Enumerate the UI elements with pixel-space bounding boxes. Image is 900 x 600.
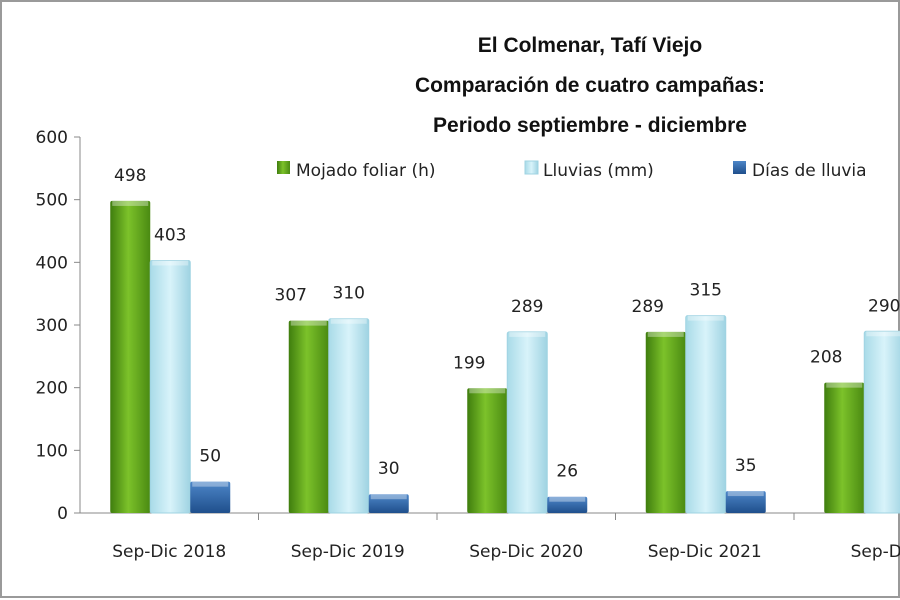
- bar-lluvias: [149, 259, 191, 514]
- data-label: 289: [511, 297, 543, 317]
- legend-swatch-mojado: [277, 161, 290, 174]
- bar-highlight: [330, 318, 367, 324]
- bar-highlight: [866, 331, 900, 337]
- bar-mojado: [288, 320, 329, 513]
- data-label: 289: [632, 297, 664, 317]
- y-tick-label: 300: [36, 316, 68, 336]
- bar-lluvias: [506, 331, 548, 514]
- y-tick-label: 100: [36, 441, 68, 461]
- bar-highlight: [647, 331, 684, 337]
- title-line-3: Periodo septiembre - diciembre: [433, 114, 747, 137]
- legend: Mojado foliar (h) Lluvias (mm) Días de l…: [277, 160, 867, 181]
- data-label: 50: [199, 447, 221, 467]
- data-label: 30: [378, 459, 400, 479]
- data-label: 310: [333, 284, 365, 304]
- bar-mojado: [645, 331, 686, 513]
- title-line-1: El Colmenar, Tafí Viejo: [478, 34, 702, 57]
- y-tick-label: 0: [57, 504, 68, 524]
- bar-mojado: [110, 200, 151, 514]
- data-label: 290: [868, 296, 900, 316]
- y-tick-label: 600: [36, 128, 68, 148]
- bar-lluvias: [863, 330, 900, 514]
- title-line-2: Comparación de cuatro campañas:: [415, 74, 765, 97]
- x-tick-label: Sep-Dic: [851, 542, 900, 562]
- bar-dias: [725, 491, 766, 513]
- legend-label-lluvias: Lluvias (mm): [543, 161, 654, 181]
- bar-lluvias: [685, 315, 727, 514]
- x-tick-label: Sep-Dic 2021: [648, 542, 762, 562]
- bar-highlight: [112, 200, 149, 206]
- data-label: 199: [453, 353, 485, 373]
- data-label: 208: [810, 348, 842, 368]
- legend-label-mojado: Mojado foliar (h): [296, 161, 436, 181]
- bar-highlight: [192, 481, 229, 487]
- data-label: 307: [275, 286, 307, 306]
- data-label: 403: [154, 225, 186, 245]
- bar-mojado: [467, 388, 508, 513]
- bar-highlight: [509, 331, 546, 337]
- legend-swatch-lluvias: [524, 160, 539, 175]
- bar-highlight: [826, 382, 863, 388]
- bar-mojado: [824, 382, 865, 513]
- y-tick-label: 500: [36, 191, 68, 211]
- bar-highlight: [152, 260, 189, 266]
- bar-dias: [547, 496, 588, 513]
- x-tick-label: Sep-Dic 2019: [291, 542, 405, 562]
- bar-dias: [190, 481, 231, 513]
- bar-dias: [368, 494, 409, 513]
- data-label: 26: [556, 462, 578, 482]
- data-label: 35: [735, 456, 757, 476]
- bar-highlight: [549, 496, 586, 502]
- x-tick-label: Sep-Dic 2018: [112, 542, 226, 562]
- bar-highlight: [290, 320, 327, 326]
- x-tick-label: Sep-Dic 2020: [469, 542, 583, 562]
- data-label: 315: [690, 281, 722, 301]
- bar-highlight: [687, 315, 724, 321]
- bar-lluvias: [328, 318, 370, 514]
- bar-highlight: [469, 388, 506, 394]
- y-tick-label: 400: [36, 253, 68, 273]
- legend-label-dias: Días de lluvia: [752, 161, 867, 181]
- bar-highlight: [727, 491, 764, 497]
- y-tick-label: 200: [36, 379, 68, 399]
- legend-swatch-dias: [733, 161, 746, 174]
- bar-highlight: [370, 494, 407, 500]
- data-label: 498: [114, 166, 146, 186]
- chart-title: El Colmenar, Tafí Viejo Comparación de c…: [415, 34, 765, 137]
